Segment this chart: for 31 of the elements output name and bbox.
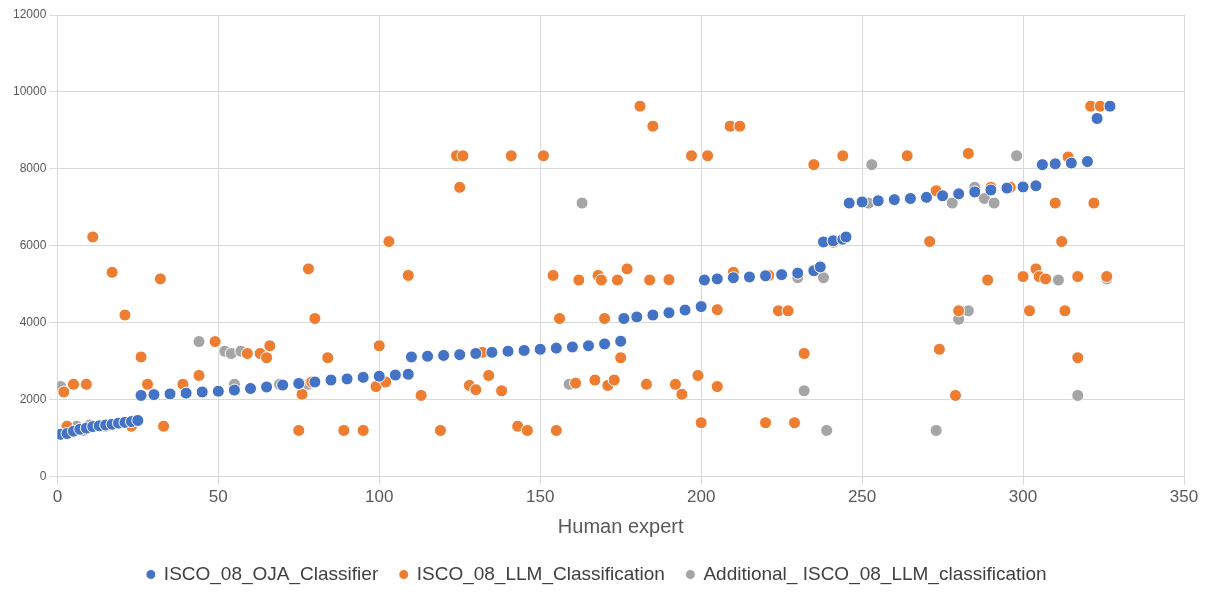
x-tick-label: 0 bbox=[52, 487, 63, 507]
point bbox=[1051, 273, 1065, 287]
x-tick-label: 250 bbox=[847, 487, 877, 507]
y-tick-label: 12000 bbox=[12, 7, 47, 22]
x-axis-title: Human expert bbox=[557, 514, 684, 537]
point bbox=[816, 271, 830, 285]
x-tick-label: 200 bbox=[686, 487, 716, 507]
y-tick-label: 10000 bbox=[12, 84, 47, 99]
point bbox=[1071, 388, 1085, 402]
point bbox=[192, 335, 206, 349]
y-tick-label: 0 bbox=[39, 468, 47, 483]
x-tick-label: 350 bbox=[1169, 487, 1199, 507]
point bbox=[929, 423, 943, 437]
x-tick-label: 50 bbox=[208, 487, 228, 507]
point bbox=[797, 384, 811, 398]
y-tick-label: 2000 bbox=[19, 391, 47, 406]
point bbox=[575, 196, 589, 210]
point bbox=[987, 196, 1001, 210]
point bbox=[820, 423, 834, 437]
point bbox=[865, 158, 879, 172]
point bbox=[1010, 149, 1024, 163]
x-tick-label: 150 bbox=[526, 487, 555, 507]
y-tick-label: 6000 bbox=[19, 238, 47, 253]
legend-label: ISCO_08_OJA_Classifier bbox=[163, 562, 379, 585]
y-tick-label: 4000 bbox=[19, 315, 47, 330]
x-tick-label: 100 bbox=[365, 487, 394, 507]
legend-label: Additional_ ISCO_08_LLM_classification bbox=[703, 562, 1047, 585]
legend-label: ISCO_08_LLM_Classification bbox=[416, 562, 665, 585]
point bbox=[945, 196, 959, 210]
x-tick-label: 300 bbox=[1008, 487, 1038, 507]
y-tick-label: 8000 bbox=[19, 161, 47, 176]
